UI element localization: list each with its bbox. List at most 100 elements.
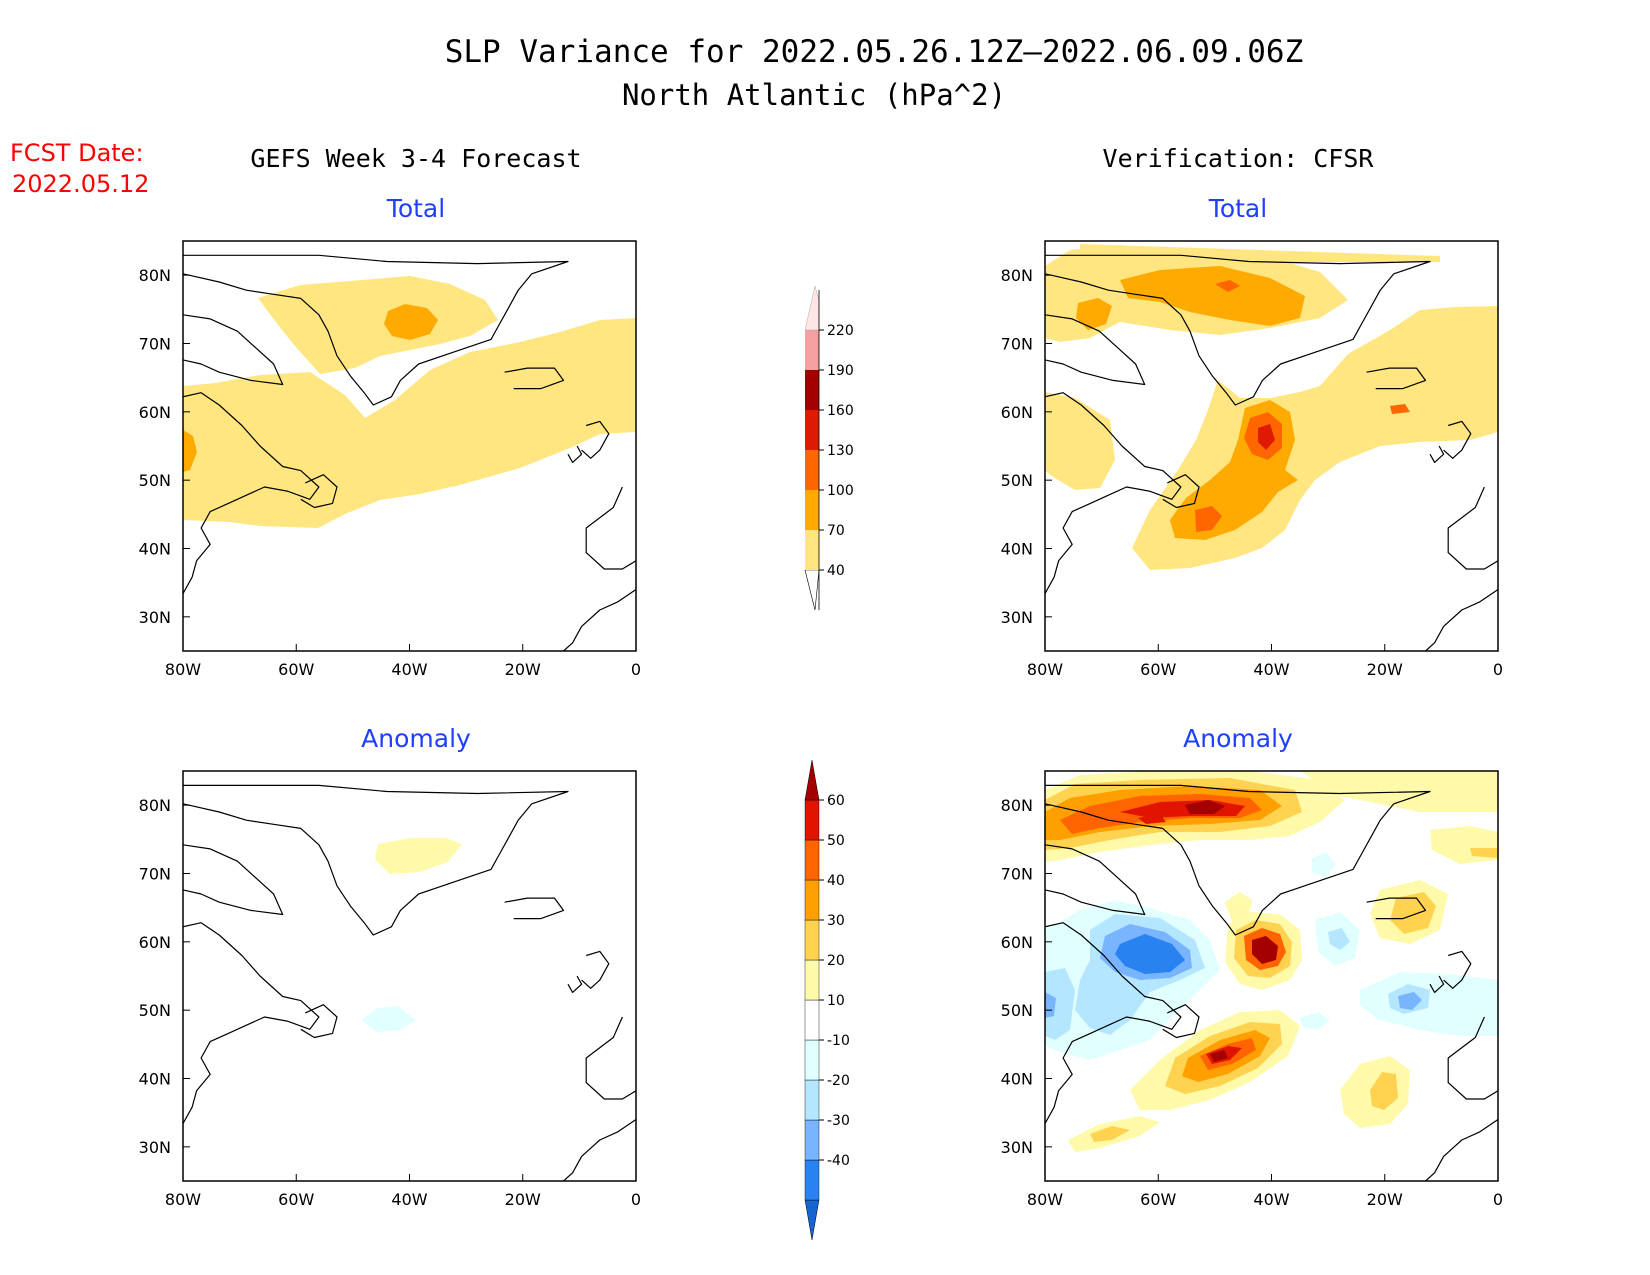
lon-tick-label: 60W	[1140, 660, 1176, 679]
contour-100-130-greenland	[1215, 280, 1240, 292]
contour-neg20-neg30	[1328, 928, 1350, 950]
contour-above-60	[1210, 1050, 1228, 1062]
lat-tick-label: 40N	[1001, 1070, 1033, 1089]
panel-title-forecast-anomaly: Anomaly	[361, 724, 471, 753]
lon-tick-label: 20W	[505, 1190, 541, 1209]
coastline	[585, 486, 636, 570]
contour-40-70-labrador	[1045, 392, 1115, 490]
contour-20-30	[1090, 1126, 1130, 1142]
contour-70-100-greenland	[1120, 266, 1305, 326]
colorbar-swatch	[804, 799, 820, 841]
lat-tick-label: 70N	[139, 335, 171, 354]
coastline	[183, 392, 320, 594]
contour-neg20-neg30	[1045, 968, 1075, 1040]
contour-neg10-neg20	[1312, 852, 1336, 878]
coastlines-verification-total	[1045, 254, 1498, 651]
lon-tick-label: 80W	[165, 660, 201, 679]
contour-10-20	[1430, 826, 1498, 864]
contour-neg10-neg20	[1360, 972, 1498, 1036]
colorbar-swatch	[804, 1079, 820, 1121]
lon-tick-label: 80W	[1027, 660, 1063, 679]
coastline	[504, 367, 565, 390]
contour-100-130-northeast	[1390, 404, 1410, 414]
lat-tick-label: 80N	[1001, 796, 1033, 815]
axis-labels: 30N 40N 50N 60N 70N 80N 80W 60W 40W 20W 0 30N 40N 50N…	[139, 266, 1503, 1209]
colorbar-label: -10	[827, 1033, 850, 1049]
colorbar-label: -30	[827, 1113, 850, 1129]
colorbar-swatch	[804, 1039, 820, 1081]
contour-70-100-labrador	[183, 430, 197, 472]
column-title-forecast: GEFS Week 3-4 Forecast	[250, 144, 581, 173]
contour-130-160	[1258, 424, 1275, 450]
coastline	[1366, 367, 1427, 390]
coastline	[1045, 254, 1431, 406]
lat-tick-label: 70N	[1001, 865, 1033, 884]
colorbar-swatch	[804, 919, 820, 961]
colorbar-swatch	[805, 330, 819, 370]
lat-tick-label: 40N	[139, 1070, 171, 1089]
lon-tick-label: 20W	[1367, 1190, 1403, 1209]
lat-tick-label: 50N	[139, 471, 171, 490]
colorbar-label: 20	[827, 953, 845, 969]
colorbar-label: 220	[827, 323, 854, 339]
colorbar-swatch	[804, 1159, 820, 1201]
lon-tick-label: 40W	[391, 1190, 427, 1209]
lat-tick-label: 50N	[1001, 1001, 1033, 1020]
colorbar-swatch	[804, 759, 820, 801]
coastline	[183, 784, 569, 936]
colorbar-swatch	[804, 879, 820, 921]
colorbar-total: 40 70 100 130 160 190 220	[804, 285, 854, 611]
lon-tick-label: 0	[631, 1190, 641, 1209]
lon-tick-label: 40W	[1253, 660, 1289, 679]
coastline	[1045, 314, 1146, 386]
lat-tick-label: 60N	[139, 933, 171, 952]
lon-tick-label: 40W	[1253, 1190, 1289, 1209]
coastline	[183, 922, 320, 1124]
contour-20-30	[1470, 848, 1498, 858]
coastline	[1045, 392, 1182, 594]
lat-tick-label: 30N	[1001, 608, 1033, 627]
colorbar-swatch	[805, 490, 819, 530]
colorbar-label: 70	[827, 523, 845, 539]
coastlines-verification-anomaly	[1045, 784, 1498, 1181]
lon-tick-label: 0	[1493, 660, 1503, 679]
coastline	[300, 474, 338, 509]
colorbar-label: 100	[827, 483, 854, 499]
coastline	[563, 1119, 636, 1181]
contour-below-neg40	[1115, 934, 1185, 974]
colorbar-swatch	[804, 569, 820, 611]
lon-tick-label: 0	[631, 660, 641, 679]
lat-tick-label: 60N	[139, 403, 171, 422]
coastline	[1366, 897, 1427, 920]
lat-tick-label: 30N	[1001, 1138, 1033, 1157]
map-verification-anomaly	[1044, 770, 1499, 1182]
colorbar-swatch	[804, 1199, 820, 1241]
coastline	[567, 975, 583, 993]
map-forecast-total	[182, 240, 637, 652]
coastline	[567, 445, 583, 463]
coastline	[1045, 784, 1431, 936]
colorbar-label: 160	[827, 403, 854, 419]
lon-tick-label: 80W	[1027, 1190, 1063, 1209]
colorbar-swatch	[804, 959, 820, 1001]
contour-50-60	[1138, 814, 1166, 824]
coastline	[1045, 922, 1182, 1124]
coastline	[581, 420, 610, 459]
coastlines-forecast-anomaly	[183, 784, 636, 1181]
coastline	[1443, 950, 1472, 989]
contour-neg10-neg20	[1300, 1012, 1330, 1030]
contour-20-30	[1390, 892, 1436, 934]
contour-70-100	[384, 304, 438, 340]
coastline	[1443, 420, 1472, 459]
colorbar-label: 190	[827, 363, 854, 379]
map-forecast-anomaly	[182, 770, 637, 1182]
lat-tick-label: 70N	[139, 865, 171, 884]
contour-100-130-south	[1195, 506, 1222, 532]
shading-forecast-anomaly	[362, 838, 462, 1032]
colorbar-label: 40	[827, 873, 845, 889]
shading-verification-total	[1045, 244, 1498, 570]
coastline	[504, 897, 565, 920]
contour-above-60	[1185, 800, 1225, 814]
coastline	[1162, 1004, 1200, 1039]
colorbar-swatch	[804, 999, 820, 1041]
